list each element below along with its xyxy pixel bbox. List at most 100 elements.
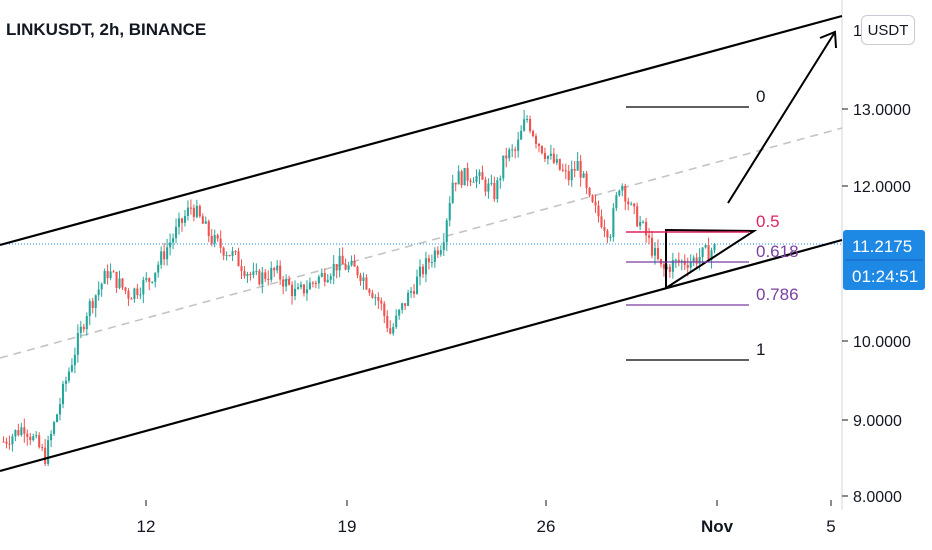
candle-down [302,284,306,294]
candle-down [389,328,392,334]
candle-up [103,270,106,284]
candle-up [350,261,353,266]
candle-up [546,156,549,159]
candle-down [648,235,651,238]
candle-down [344,264,347,270]
candle-down [588,187,591,196]
candle-up [555,159,558,163]
candle-up [169,242,172,248]
candle-down [529,119,532,132]
candle-down [124,287,127,291]
candle-up [511,149,514,151]
candle-down [192,207,195,217]
candle-down [237,251,240,267]
candle-down [606,230,609,238]
candle-down [603,227,606,231]
x-tick-label: 5 [826,517,835,536]
triangle-pattern[interactable] [665,228,758,290]
candle-up [612,208,615,237]
candle-down [412,291,416,294]
candle-down [282,279,285,287]
candle-up [439,250,442,255]
candle-up [549,153,552,157]
candle-down [636,206,639,227]
candle-up [225,255,228,257]
candle-down [243,271,246,277]
candle-down [38,435,41,448]
candle-up [285,279,288,287]
candle-down [561,169,564,171]
currency-button[interactable]: USDT [861,15,915,45]
candle-down [240,266,243,272]
candle-down [41,447,44,449]
candle-down [383,303,386,316]
candle-up [332,264,335,277]
candle-up [418,266,422,277]
candle-up [64,380,68,384]
candle-down [311,282,314,284]
candle-down [359,275,362,282]
candle-up [47,440,50,464]
candle-up [35,435,38,437]
candle-down [180,218,184,223]
candle-down [353,261,356,267]
candle-down [695,257,698,264]
candle-down [645,221,648,236]
candle-down [368,289,371,293]
candle-down [17,430,20,436]
candle-up [326,279,329,283]
candle-up [704,245,707,248]
channel-upper-line[interactable] [0,14,843,247]
candle-down [279,265,282,280]
candle-up [395,315,398,328]
candle-down [514,149,517,151]
candle-down [380,300,383,304]
candle-down [264,272,267,279]
candle-up [472,181,475,183]
candle-up [362,277,365,282]
candle-up [338,255,341,271]
candle-up [67,371,70,381]
candle-down [291,284,294,297]
candle-up [317,276,320,284]
candle-up [246,274,249,277]
candle-up [261,272,264,285]
fib-label-0-618: 0.618 [756,242,799,261]
candle-up [520,130,523,140]
candle-up [14,430,17,437]
candle-up [347,265,350,270]
candle-up [689,261,692,268]
candle-up [293,288,297,297]
candle-up [20,427,23,436]
candle-down [222,247,225,256]
candle-up [97,289,100,296]
candle-up [415,276,419,294]
candle-down [91,301,94,309]
candle-down [573,169,576,171]
candle-down [484,179,487,192]
candle-down [597,205,600,217]
candle-up [109,271,112,279]
candle-down [371,292,374,298]
candle-down [600,216,603,228]
candle-up [457,171,460,185]
candle-up [305,289,308,294]
candle-up [487,183,490,192]
candle-down [127,290,130,299]
candle-down [386,315,389,329]
candle-down [594,201,597,206]
candle-up [308,282,311,290]
projection-arrowhead [819,30,837,49]
candle-down [481,172,484,180]
candle-down [5,441,8,444]
x-tick-label: 12 [137,517,156,536]
candle-up [252,271,255,275]
y-tick-label: 13.0000 [853,102,911,119]
projection-arrow[interactable] [727,31,836,204]
candle-down [686,264,689,268]
channel-lower-line[interactable] [0,238,843,473]
candle-up [32,436,35,441]
candle-up [653,248,657,256]
candle-up [615,195,618,209]
